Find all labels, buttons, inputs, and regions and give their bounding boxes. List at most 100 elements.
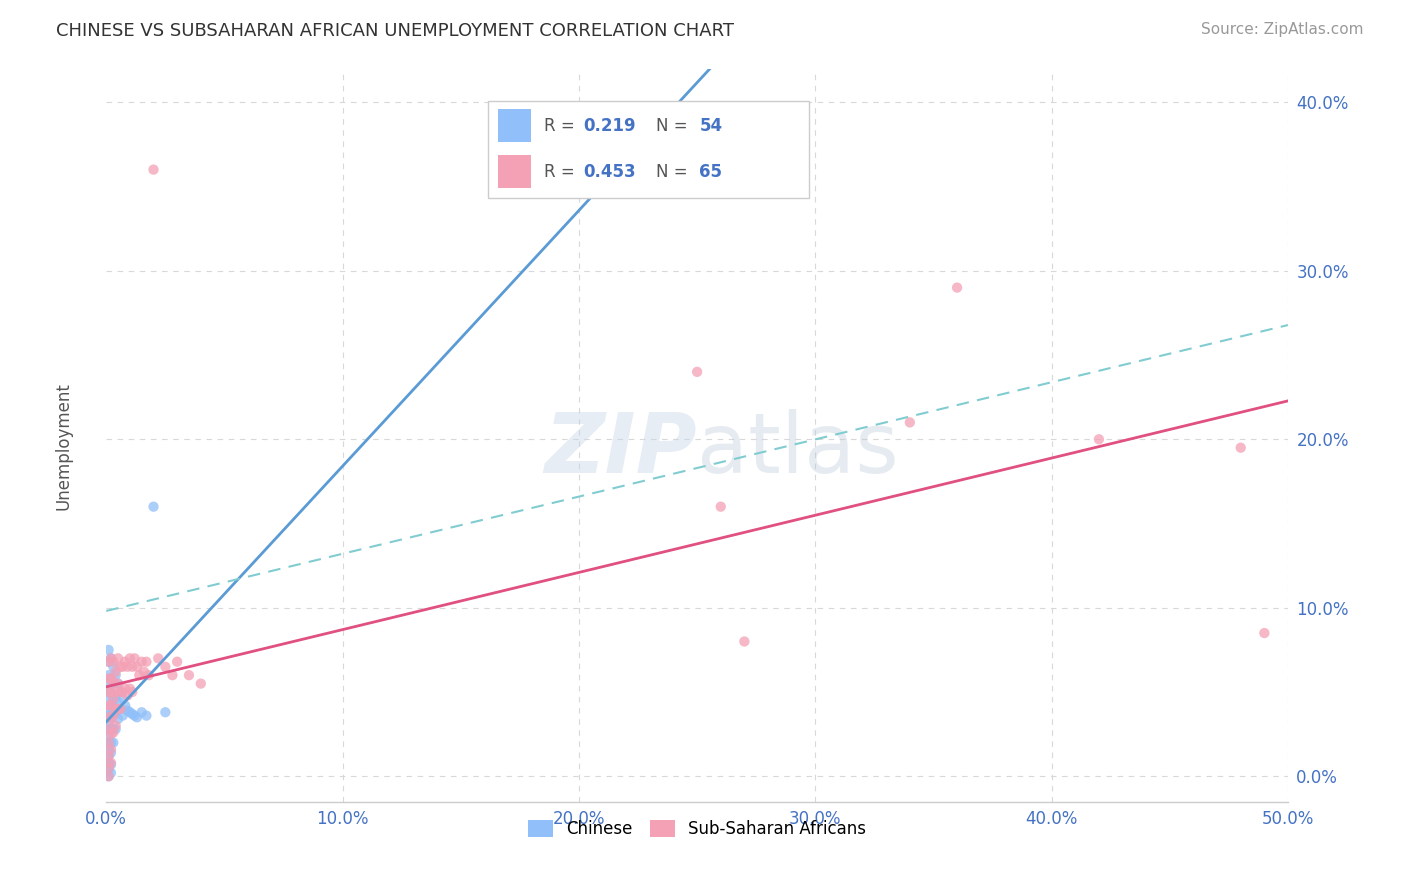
Point	[104, 665, 127, 679]
Point	[131, 655, 153, 669]
Point	[125, 710, 148, 724]
Point	[148, 651, 170, 665]
Text: CHINESE VS SUBSAHARAN AFRICAN UNEMPLOYMENT CORRELATION CHART: CHINESE VS SUBSAHARAN AFRICAN UNEMPLOYME…	[56, 22, 734, 40]
Point	[100, 698, 122, 713]
Point	[100, 727, 122, 741]
Point	[103, 674, 125, 689]
Point	[97, 698, 120, 713]
Point	[118, 651, 141, 665]
Point	[100, 722, 122, 736]
Text: Unemployment: Unemployment	[55, 382, 72, 510]
Point	[117, 659, 139, 673]
Point	[97, 702, 120, 716]
Point	[114, 698, 136, 713]
Point	[104, 722, 127, 736]
Point	[103, 691, 125, 706]
Point	[128, 668, 150, 682]
Point	[100, 685, 122, 699]
Point	[97, 769, 120, 783]
Point	[1253, 626, 1275, 640]
Point	[1229, 441, 1251, 455]
Point	[97, 729, 120, 743]
Point	[97, 672, 120, 686]
Point	[142, 162, 165, 177]
Point	[131, 705, 153, 719]
Point	[107, 695, 129, 709]
Point	[97, 715, 120, 730]
Point	[104, 668, 127, 682]
Point	[97, 736, 120, 750]
Point	[155, 659, 177, 673]
Point	[107, 712, 129, 726]
Point	[97, 749, 120, 764]
Point	[100, 756, 122, 770]
Point	[97, 761, 120, 775]
Point	[138, 668, 160, 682]
Point	[946, 280, 969, 294]
Point	[97, 769, 120, 783]
Point	[97, 685, 120, 699]
Point	[97, 643, 120, 657]
Point	[110, 685, 132, 699]
Legend: Chinese, Sub-Saharan Africans: Chinese, Sub-Saharan Africans	[522, 813, 873, 845]
Point	[100, 757, 122, 772]
Point	[97, 756, 120, 770]
Point	[97, 763, 120, 777]
Point	[100, 651, 122, 665]
Point	[686, 365, 709, 379]
Point	[103, 722, 125, 736]
Point	[110, 702, 132, 716]
Point	[97, 655, 120, 669]
Point	[100, 742, 122, 756]
Point	[118, 705, 141, 719]
Point	[190, 676, 212, 690]
Point	[103, 655, 125, 669]
Point	[125, 659, 148, 673]
Point	[114, 655, 136, 669]
Point	[100, 746, 122, 760]
Point	[97, 722, 120, 736]
Point	[103, 708, 125, 723]
Point	[100, 672, 122, 686]
Point	[103, 736, 125, 750]
Point	[114, 681, 136, 696]
Point	[117, 689, 139, 703]
Point	[733, 634, 755, 648]
Point	[97, 742, 120, 756]
Point	[97, 722, 120, 736]
Point	[104, 719, 127, 733]
Point	[111, 685, 134, 699]
Point	[155, 705, 177, 719]
Point	[1088, 432, 1111, 446]
Point	[121, 706, 143, 721]
Point	[107, 651, 129, 665]
Point	[100, 710, 122, 724]
Point	[97, 668, 120, 682]
Point	[124, 708, 146, 723]
Point	[124, 651, 146, 665]
Point	[107, 676, 129, 690]
Point	[111, 691, 134, 706]
Point	[100, 685, 122, 699]
Point	[103, 693, 125, 707]
Point	[100, 736, 122, 750]
Point	[100, 651, 122, 665]
Point	[97, 710, 120, 724]
Point	[97, 693, 120, 707]
Point	[97, 685, 120, 699]
Text: ZIP: ZIP	[544, 409, 697, 491]
Point	[100, 712, 122, 726]
Point	[135, 708, 157, 723]
Point	[177, 668, 200, 682]
Point	[97, 736, 120, 750]
Point	[100, 672, 122, 686]
Point	[100, 766, 122, 780]
Point	[132, 665, 155, 679]
Point	[110, 702, 132, 716]
Point	[110, 685, 132, 699]
Text: atlas: atlas	[697, 409, 898, 491]
Point	[107, 676, 129, 690]
Point	[107, 702, 129, 716]
Point	[898, 416, 921, 430]
Point	[110, 659, 132, 673]
